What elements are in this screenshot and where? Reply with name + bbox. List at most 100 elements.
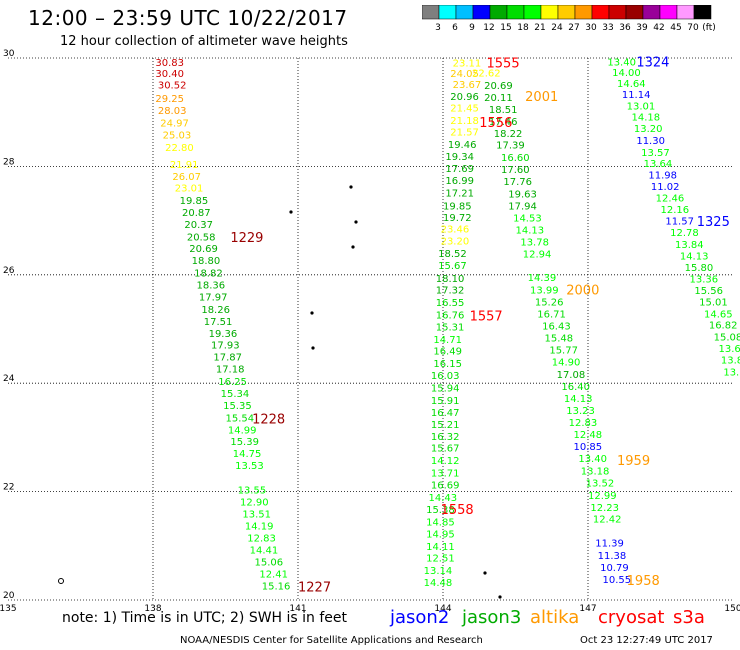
colorbar-label: 30 bbox=[585, 23, 597, 33]
wave-height-value: 15.26 bbox=[535, 297, 564, 308]
chart-subtitle: 12 hour collection of altimeter wave hei… bbox=[60, 34, 348, 49]
wave-height-value: 15.94 bbox=[431, 384, 460, 395]
colorbar-label: 18 bbox=[517, 23, 529, 33]
wave-height-value: 13.01 bbox=[627, 102, 656, 113]
pass-time-label: 1556 bbox=[479, 116, 512, 131]
wave-height-value: 13.20 bbox=[634, 124, 663, 135]
x-tick-label: 135 bbox=[0, 604, 17, 614]
wave-height-value: 17.08 bbox=[557, 370, 586, 381]
wave-height-value: 16.55 bbox=[436, 298, 465, 309]
wave-height-value: 15.34 bbox=[221, 389, 250, 400]
wave-height-value: 23.01 bbox=[175, 184, 204, 195]
wave-height-value: 10.55 bbox=[603, 575, 632, 586]
satellite-legend-jason3: jason3 bbox=[462, 607, 522, 628]
y-tick-label: 20 bbox=[3, 591, 15, 601]
footer-credit: NOAA/NESDIS Center for Satellite Applica… bbox=[180, 635, 483, 646]
wave-height-value: 13.18 bbox=[581, 466, 610, 477]
wave-height-value: 15.77 bbox=[549, 346, 578, 357]
wave-height-value: 16.47 bbox=[431, 408, 460, 419]
wave-height-value: 16.40 bbox=[561, 382, 590, 393]
wave-height-value: 12.51 bbox=[426, 554, 455, 565]
wave-height-value: 15.48 bbox=[545, 334, 574, 345]
wave-height-value: 15.91 bbox=[431, 396, 460, 407]
island-marker bbox=[351, 245, 355, 249]
island-marker bbox=[310, 311, 314, 315]
island-marker bbox=[349, 185, 353, 189]
wave-height-value: 19.63 bbox=[508, 190, 537, 201]
wave-height-value: 24.05 bbox=[450, 69, 479, 80]
wave-height-value: 15.38 bbox=[426, 505, 455, 516]
pass-time-label: 2000 bbox=[566, 283, 599, 298]
wave-height-value: 17.18 bbox=[216, 365, 245, 376]
wave-height-value: 14.99 bbox=[228, 425, 257, 436]
satellite-legend-s3a: s3a bbox=[673, 607, 705, 628]
wave-height-value: 11.39 bbox=[595, 539, 624, 550]
wave-height-value: 16.60 bbox=[501, 153, 530, 164]
wave-height-value: 14.43 bbox=[429, 493, 458, 504]
wave-height-value: 18.10 bbox=[436, 274, 465, 285]
colorbar-label: 6 bbox=[452, 23, 458, 33]
colorbar: 3 6 9 12 15 18 21 24 27 30 33 36 39 42 45 70 (ft) bbox=[422, 5, 716, 33]
x-tick-label: 147 bbox=[579, 604, 596, 614]
island-marker bbox=[483, 571, 487, 575]
x-tick-label: 150 bbox=[724, 604, 740, 614]
wave-height-value: 16.71 bbox=[537, 309, 566, 320]
colorbar-label: 9 bbox=[469, 23, 475, 33]
colorbar-label: 12 bbox=[483, 23, 494, 33]
wave-height-value: 14.41 bbox=[250, 546, 279, 557]
wave-height-value: 15.54 bbox=[226, 413, 255, 424]
wave-height-value: 30.40 bbox=[155, 69, 184, 80]
island-marker bbox=[289, 210, 293, 214]
island-marker bbox=[354, 220, 358, 224]
wave-height-value: 25.03 bbox=[163, 130, 192, 141]
wave-height-value: 24.97 bbox=[160, 118, 189, 129]
colorbar-label: 15 bbox=[500, 23, 511, 33]
wave-height-value: 12.23 bbox=[590, 503, 619, 514]
colorbar-label: 21 bbox=[534, 23, 545, 33]
wave-height-value: 18.22 bbox=[494, 129, 523, 140]
pass-time-label: 1229 bbox=[230, 231, 263, 246]
wave-height-value: 19.85 bbox=[180, 196, 209, 207]
wave-height-value: 15.56 bbox=[694, 286, 723, 297]
wave-height-value: 12.48 bbox=[574, 430, 603, 441]
wave-height-value: 13.6 bbox=[719, 344, 740, 355]
wave-height-value: 17.39 bbox=[496, 141, 525, 152]
wave-height-value: 15.67 bbox=[438, 261, 467, 272]
wave-height-value: 13.78 bbox=[520, 238, 549, 249]
wave-height-value: 22.62 bbox=[472, 69, 501, 80]
wave-height-value: 12.90 bbox=[240, 497, 269, 508]
wave-height-value: 15.16 bbox=[262, 581, 291, 592]
wave-height-value: 14.75 bbox=[233, 449, 262, 460]
wave-height-value: 13.8 bbox=[721, 355, 740, 366]
wave-height-value: 26.07 bbox=[172, 172, 201, 183]
footer-note: note: 1) Time is in UTC; 2) SWH is in fe… bbox=[62, 610, 348, 626]
wave-height-value: 14.13 bbox=[564, 394, 593, 405]
wave-height-value: 13.40 bbox=[607, 57, 636, 68]
colorbar-label: 70 bbox=[687, 23, 699, 33]
wave-height-value: 12.83 bbox=[247, 534, 276, 545]
wave-height-value: 16.32 bbox=[431, 432, 460, 443]
wave-height-value: 21.91 bbox=[170, 160, 199, 171]
pass-time-label: 1557 bbox=[470, 309, 503, 324]
wave-height-value: 13.99 bbox=[530, 285, 559, 296]
wave-height-value: 16.15 bbox=[433, 359, 462, 370]
pass-time-label: 1228 bbox=[252, 412, 285, 427]
pass-time-label: 1958 bbox=[627, 574, 660, 589]
satellite-legend-jason2: jason2 bbox=[390, 607, 450, 628]
wave-height-value: 12.46 bbox=[656, 193, 685, 204]
pass-time-label: 1324 bbox=[636, 55, 669, 70]
y-tick-label: 30 bbox=[3, 49, 15, 59]
y-tick-label: 28 bbox=[3, 157, 15, 167]
wave-height-value: 12.41 bbox=[259, 569, 288, 580]
wave-height-value: 12.94 bbox=[523, 250, 552, 261]
wave-height-value: 13.53 bbox=[235, 461, 264, 472]
footer-timestamp: Oct 23 12:27:49 UTC 2017 bbox=[580, 635, 713, 646]
wave-height-value: 20.87 bbox=[182, 208, 211, 219]
wave-height-value: 17.93 bbox=[211, 341, 240, 352]
colorbar-label: 39 bbox=[636, 23, 648, 33]
wave-height-value: 18.82 bbox=[194, 269, 223, 280]
wave-height-value: 14.19 bbox=[245, 522, 274, 533]
y-tick-label: 24 bbox=[3, 374, 15, 384]
wave-height-value: 18.52 bbox=[438, 249, 467, 260]
x-tick-label: 138 bbox=[144, 604, 161, 614]
